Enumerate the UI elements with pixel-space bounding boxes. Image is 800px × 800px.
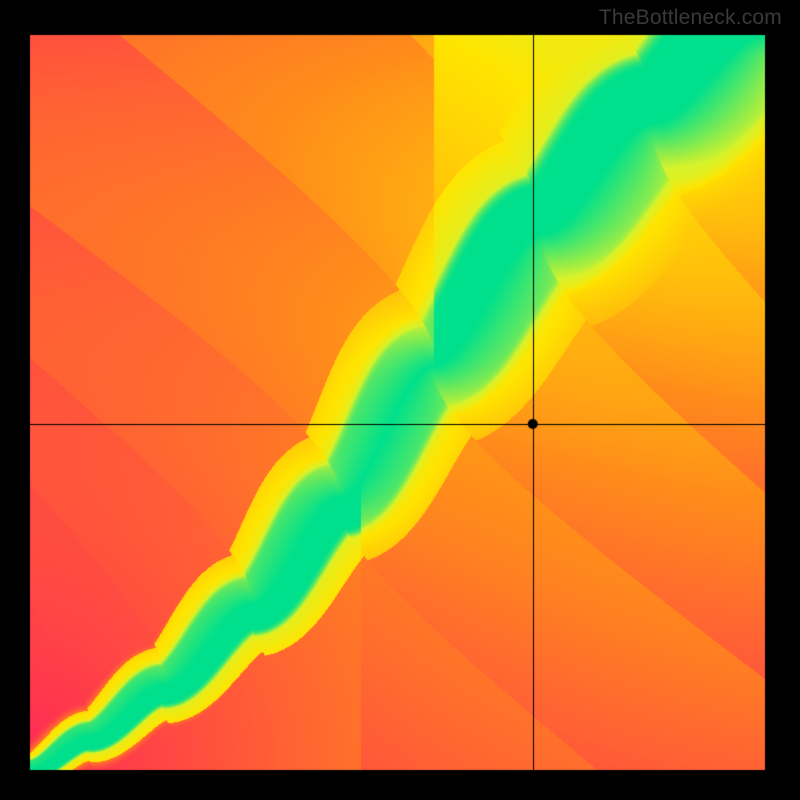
watermark-text: TheBottleneck.com: [599, 6, 782, 30]
chart-container: TheBottleneck.com: [0, 0, 800, 800]
bottleneck-heatmap: [0, 0, 800, 800]
